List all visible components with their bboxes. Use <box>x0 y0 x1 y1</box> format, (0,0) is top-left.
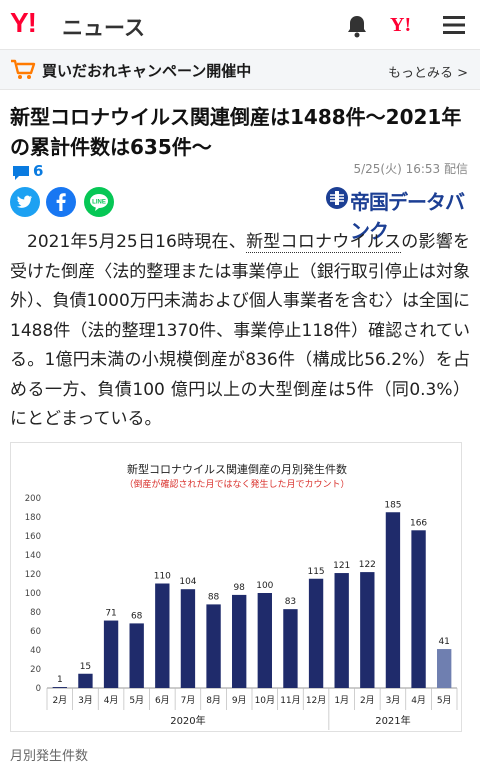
x-tick-label: 3月 <box>78 695 93 706</box>
x-tick-label: 4月 <box>411 695 426 706</box>
bar <box>206 604 221 688</box>
x-tick-label: 3月 <box>386 695 401 706</box>
line-share-button[interactable]: LINE <box>84 187 114 217</box>
x-tick-label: 1月 <box>334 695 349 706</box>
bar <box>232 594 247 688</box>
bar <box>385 512 401 688</box>
publisher-logo-icon <box>326 187 348 209</box>
bar <box>283 609 298 688</box>
bar <box>411 530 426 688</box>
data-label: 1 <box>57 675 63 685</box>
x-tick-label: 11月 <box>280 695 300 706</box>
y-tick-label: 160 <box>25 532 41 542</box>
data-label: 122 <box>359 560 376 570</box>
publisher-name[interactable]: 帝国データバンク <box>350 190 465 243</box>
bar <box>308 578 324 688</box>
y-tick-label: 80 <box>30 608 41 618</box>
twitter-icon <box>17 195 32 208</box>
bar <box>103 620 119 688</box>
menu-icon[interactable] <box>442 14 466 36</box>
bar <box>334 573 349 688</box>
bar <box>155 583 170 688</box>
bar <box>257 593 272 688</box>
data-label: 185 <box>384 500 401 510</box>
twitter-share-button[interactable] <box>10 187 40 217</box>
chart-title: 新型コロナウイルス関連倒産の月別発生件数 <box>127 463 347 476</box>
chart-plot: 02040608010012014016018020012月153月714月68… <box>25 494 458 730</box>
data-label: 88 <box>208 592 220 602</box>
facebook-icon <box>56 193 66 211</box>
y-tick-label: 0 <box>36 684 41 694</box>
data-label: 104 <box>179 577 196 587</box>
x-tick-label: 5月 <box>129 695 144 706</box>
yahoo-account-icon[interactable]: Y! <box>390 14 412 36</box>
x-tick-label: 8月 <box>206 695 221 706</box>
x-tick-label: 10月 <box>255 695 275 706</box>
y-tick-label: 60 <box>30 627 41 637</box>
x-tick-label: 5月 <box>437 695 452 706</box>
y-tick-label: 100 <box>25 589 41 599</box>
facebook-share-button[interactable] <box>46 187 76 217</box>
data-label: 41 <box>438 637 449 647</box>
bar-chart: 新型コロナウイルス関連倒産の月別発生件数 （倒産が確認された月ではなく発生した月… <box>10 442 462 732</box>
y-tick-label: 140 <box>25 551 41 561</box>
year-label: 2020年 <box>170 714 205 727</box>
chart-subtitle: （倒産が確認された月ではなく発生した月でカウント） <box>124 480 350 490</box>
line-icon: LINE <box>90 194 108 211</box>
data-label: 71 <box>105 609 116 619</box>
y-tick-label: 120 <box>25 570 41 580</box>
x-tick-label: 6月 <box>155 695 170 706</box>
comment-count[interactable]: 6 <box>33 162 44 180</box>
data-label: 115 <box>307 567 324 577</box>
bar <box>437 649 452 688</box>
service-name[interactable]: ニュース <box>62 16 145 40</box>
bar <box>52 687 67 688</box>
svg-text:LINE: LINE <box>92 200 106 206</box>
campaign-text[interactable]: 買いだおれキャンペーン開催中 <box>42 62 252 80</box>
bar <box>360 572 375 688</box>
comment-icon[interactable] <box>12 165 30 181</box>
cart-icon <box>11 59 36 79</box>
x-tick-label: 12月 <box>306 695 326 706</box>
data-label: 110 <box>154 572 171 582</box>
data-label: 83 <box>285 597 296 607</box>
app-header: Y! ニュース Y! <box>0 0 480 50</box>
y-tick-label: 40 <box>30 646 41 656</box>
article-title: 新型コロナウイルス関連倒産は1488件〜2021年 の累計件数は635件〜 <box>10 105 462 159</box>
x-tick-label: 9月 <box>232 695 247 706</box>
article-body: 2021年5月25日16時現在、新型コロナウイルスの影響を受けた倒産〈法的整理ま… <box>10 232 471 429</box>
data-label: 15 <box>80 662 91 672</box>
x-tick-label: 4月 <box>104 695 119 706</box>
keyword-link[interactable]: 新型コロナウイルス <box>246 232 402 253</box>
y-tick-label: 200 <box>25 494 41 504</box>
chart-caption: 月別発生件数 <box>10 749 89 764</box>
y-tick-label: 180 <box>25 513 41 523</box>
data-label: 100 <box>256 581 273 591</box>
data-label: 121 <box>333 561 350 571</box>
data-label: 68 <box>131 611 143 621</box>
bar <box>78 673 93 688</box>
more-link[interactable]: もっとみる > <box>387 66 468 81</box>
data-label: 166 <box>410 518 427 528</box>
year-label: 2021年 <box>375 714 410 727</box>
yahoo-logo[interactable]: Y! <box>10 7 37 38</box>
bar <box>129 623 144 688</box>
publish-date: 5/25(火) 16:53 配信 <box>353 162 468 176</box>
x-tick-label: 2月 <box>360 695 375 706</box>
x-tick-label: 7月 <box>181 695 196 706</box>
y-tick-label: 20 <box>30 665 41 675</box>
bell-icon[interactable] <box>344 13 370 39</box>
campaign-banner[interactable]: 買いだおれキャンペーン開催中 もっとみる > <box>0 50 480 90</box>
data-label: 98 <box>233 583 245 593</box>
bar <box>180 589 196 688</box>
x-tick-label: 2月 <box>52 695 67 706</box>
